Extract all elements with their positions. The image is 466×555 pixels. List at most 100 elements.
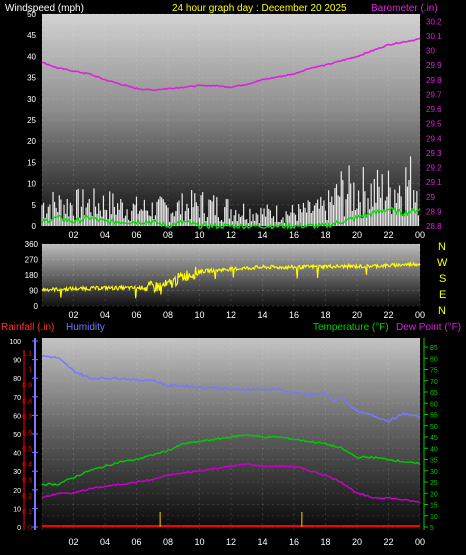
temperature-y-tick-label: 5 — [430, 525, 434, 532]
humidity-y-tick-label: 70 — [13, 395, 21, 402]
rain-y-tick-label: 0.4 — [22, 462, 32, 469]
direction-plot-area — [42, 244, 420, 306]
barometer-y-tick-label: 28.9 — [426, 207, 442, 216]
direction-trace — [41, 260, 421, 299]
temperature-y-tick-label: 80 — [430, 356, 438, 363]
direction-label-s: S — [439, 273, 446, 285]
temperature-y-tick-label: 50 — [430, 424, 438, 431]
temp-x-tick-label: 10 — [194, 537, 204, 547]
barometer-y-tick-label: 29.3 — [426, 149, 442, 158]
barometer-y-tick-label: 30.1 — [426, 32, 442, 41]
temperature-y-tick-label: 10 — [430, 514, 438, 521]
temperature-line — [41, 434, 421, 486]
wind-x-tick-label: 10 — [194, 230, 204, 240]
wind-x-tick-label: 20 — [352, 230, 362, 240]
direction-x-tick-label: 16 — [289, 310, 299, 320]
temperature-y-tick-label: 45 — [430, 435, 438, 442]
rain-y-tick-label: 0.1 — [22, 509, 32, 516]
direction-x-tick-label: 02 — [68, 310, 78, 320]
wind-y-tick-label: 35 — [27, 74, 36, 83]
humidity-y-tick-label: 0 — [17, 525, 21, 532]
temperature-y-tick-label: 30 — [430, 469, 438, 476]
direction-x-tick-label: 22 — [383, 310, 393, 320]
temp-x-tick-label: 12 — [226, 537, 236, 547]
direction-label-w: W — [437, 257, 448, 269]
barometer-y-tick-label: 29.6 — [426, 105, 442, 114]
wind-x-tick-label: 04 — [100, 230, 110, 240]
wind-plot-area — [42, 14, 420, 226]
humidity-y-tick-label: 20 — [13, 488, 21, 495]
temperature-y-tick-label: 60 — [430, 401, 438, 408]
temp-x-tick-label: 16 — [289, 537, 299, 547]
direction-label-n-top: N — [438, 241, 446, 253]
rain-y-tick-label: 0.8 — [22, 398, 32, 405]
barometer-y-tick-label: 29.2 — [426, 164, 442, 173]
direction-label-n-bottom: N — [438, 305, 446, 317]
humidity-y-tick-label: 40 — [13, 451, 21, 458]
avg-wind-line — [41, 206, 421, 231]
wind-x-tick-label: 22 — [383, 230, 393, 240]
wind-y-tick-label: 10 — [27, 180, 36, 189]
direction-x-tick-label: 08 — [163, 310, 173, 320]
wind-y-tick-label: 0 — [32, 222, 37, 231]
windspeed-label: Windspeed (mph) — [5, 3, 84, 14]
direction-label-e: E — [439, 289, 446, 301]
wind-y-tick-label: 40 — [27, 52, 36, 61]
rain-y-tick-label: 0.3 — [22, 478, 32, 485]
direction-y-tick-label: 270 — [25, 256, 39, 265]
humidity-y-tick-label: 30 — [13, 469, 21, 476]
barometer-y-tick-label: 29.4 — [426, 134, 442, 143]
humidity-y-tick-label: 90 — [13, 358, 21, 365]
direction-y-tick-label: 180 — [25, 271, 39, 280]
humidity-y-tick-label: 50 — [13, 432, 21, 439]
humidity-y-tick-label: 60 — [13, 413, 21, 420]
wind-x-tick-label: 16 — [289, 230, 299, 240]
direction-x-tick-label: 10 — [194, 310, 204, 320]
wind-y-tick-label: 15 — [27, 158, 36, 167]
wind-x-tick-label: 06 — [131, 230, 141, 240]
rain-y-tick-label: 0.5 — [22, 446, 32, 453]
temp-x-tick-label: 20 — [352, 537, 362, 547]
temperature-y-tick-label: 85 — [430, 345, 438, 352]
wind-x-tick-label: 00 — [415, 230, 425, 240]
direction-y-tick-label: 360 — [25, 240, 39, 249]
temperature-y-tick-label: 20 — [430, 491, 438, 498]
direction-y-tick-label: 0 — [34, 302, 39, 311]
graph-title: 24 hour graph day : December 20 2025 — [172, 3, 347, 14]
rain-y-tick-label: 0.9 — [22, 383, 32, 390]
barometer-y-tick-label: 29.1 — [426, 178, 442, 187]
dewpoint-label: Dew Point (°F) — [396, 322, 461, 333]
direction-x-tick-label: 18 — [320, 310, 330, 320]
wind-y-tick-label: 45 — [27, 31, 36, 40]
wind-x-tick-label: 02 — [68, 230, 78, 240]
barometer-y-tick-label: 29.9 — [426, 61, 442, 70]
rain-y-tick-label: 0.6 — [22, 430, 32, 437]
temp-x-tick-label: 08 — [163, 537, 173, 547]
wind-y-tick-label: 20 — [27, 137, 36, 146]
temp-x-tick-label: 02 — [68, 537, 78, 547]
wind-y-tick-label: 50 — [27, 10, 36, 19]
barometer-y-tick-label: 30 — [426, 47, 435, 56]
temperature-y-tick-label: 25 — [430, 480, 438, 487]
rain-y-tick-label: 0.7 — [22, 414, 32, 421]
temperature-y-tick-label: 55 — [430, 413, 438, 420]
temperature-y-tick-label: 75 — [430, 368, 438, 375]
barometer-y-tick-label: 29 — [426, 193, 435, 202]
humidity-line — [41, 354, 421, 423]
temp-x-tick-label: 22 — [383, 537, 393, 547]
direction-x-tick-label: 14 — [257, 310, 267, 320]
temp-plot-area — [42, 338, 420, 530]
temp-x-tick-label: 04 — [100, 537, 110, 547]
humidity-y-tick-label: 10 — [13, 506, 21, 513]
barometer-y-tick-label: 30.2 — [426, 17, 442, 26]
wind-y-tick-label: 25 — [27, 116, 36, 125]
wind-x-tick-label: 12 — [226, 230, 236, 240]
temperature-y-tick-label: 15 — [430, 503, 438, 510]
temperature-y-tick-label: 35 — [430, 458, 438, 465]
barometer-y-tick-label: 29.5 — [426, 120, 442, 129]
direction-x-tick-label: 12 — [226, 310, 236, 320]
wind-x-tick-label: 14 — [257, 230, 267, 240]
temperature-label: Temperature (°F) — [313, 322, 389, 333]
temperature-y-tick-label: 65 — [430, 390, 438, 397]
